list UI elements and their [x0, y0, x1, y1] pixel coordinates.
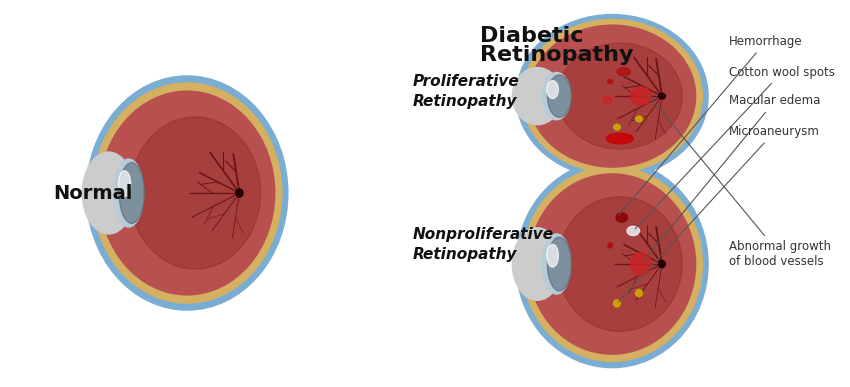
Ellipse shape [558, 43, 683, 149]
Ellipse shape [513, 68, 562, 125]
Ellipse shape [542, 234, 571, 294]
Ellipse shape [636, 116, 643, 122]
Ellipse shape [608, 79, 613, 84]
Ellipse shape [522, 19, 702, 173]
Ellipse shape [114, 159, 144, 227]
Ellipse shape [513, 228, 562, 300]
Ellipse shape [603, 96, 612, 104]
Ellipse shape [529, 25, 695, 167]
Ellipse shape [617, 68, 631, 76]
Ellipse shape [529, 174, 695, 354]
Text: Diabetic: Diabetic [479, 26, 583, 46]
Ellipse shape [659, 93, 666, 99]
Ellipse shape [659, 260, 666, 268]
Ellipse shape [627, 226, 639, 236]
Ellipse shape [87, 76, 288, 310]
Ellipse shape [636, 289, 643, 297]
Ellipse shape [516, 15, 708, 178]
Ellipse shape [547, 75, 571, 117]
Ellipse shape [130, 117, 261, 269]
Text: Retinopathy: Retinopathy [479, 45, 633, 65]
Ellipse shape [547, 80, 558, 99]
Ellipse shape [547, 237, 571, 291]
Text: Normal: Normal [53, 183, 132, 202]
Ellipse shape [558, 197, 683, 331]
Ellipse shape [119, 163, 144, 223]
Text: Proliferative
Retinopathy: Proliferative Retinopathy [412, 74, 519, 109]
Ellipse shape [547, 244, 558, 267]
Ellipse shape [516, 160, 708, 368]
Ellipse shape [631, 253, 651, 276]
Ellipse shape [93, 83, 282, 303]
Ellipse shape [236, 189, 243, 197]
Ellipse shape [542, 72, 571, 120]
Text: Cotton wool spots: Cotton wool spots [635, 66, 835, 229]
Text: Microaneurysm: Microaneurysm [619, 125, 820, 301]
Text: Abnormal growth
of blood vessels: Abnormal growth of blood vessels [648, 94, 831, 269]
Ellipse shape [631, 87, 651, 105]
Ellipse shape [608, 243, 613, 248]
Ellipse shape [614, 300, 620, 307]
Text: Hemorrhage: Hemorrhage [619, 35, 802, 215]
Ellipse shape [614, 124, 620, 130]
Ellipse shape [119, 171, 131, 197]
Ellipse shape [82, 152, 134, 234]
Ellipse shape [99, 91, 275, 295]
Text: Nonproliferative
Retinopathy: Nonproliferative Retinopathy [412, 228, 553, 262]
Ellipse shape [522, 167, 702, 361]
Ellipse shape [606, 133, 633, 144]
Text: Macular edema: Macular edema [643, 94, 820, 262]
Ellipse shape [616, 213, 627, 222]
